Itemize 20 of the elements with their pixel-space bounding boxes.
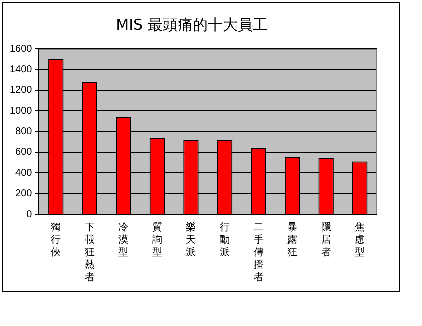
x-tick-label: 焦慮型 xyxy=(355,221,366,258)
y-tick-label: 1200 xyxy=(10,85,33,96)
x-tick-label: 樂天派 xyxy=(186,221,196,258)
chart-title: MIS 最頭痛的十大員工 xyxy=(116,16,268,34)
x-tick-label: 冷漠型 xyxy=(118,221,129,258)
x-tick-label: 行動派 xyxy=(220,222,230,258)
y-tick-label: 1400 xyxy=(10,64,33,76)
y-tick-label: 800 xyxy=(16,126,33,138)
x-tick-label: 質詢型 xyxy=(152,221,162,258)
x-tick-label: 暴露狂 xyxy=(288,222,298,258)
y-tick-label: 1000 xyxy=(10,106,33,117)
y-tick-label: 400 xyxy=(16,168,33,179)
y-tick-label: 1600 xyxy=(10,44,33,55)
x-tick-label: 獨行俠 xyxy=(51,222,62,258)
y-tick-label: 600 xyxy=(16,147,33,158)
x-tick-label: 隱居者 xyxy=(321,221,332,258)
y-tick-label: 200 xyxy=(16,188,33,200)
y-tick-label: 0 xyxy=(26,209,33,220)
x-tick-label: 二手傳播者 xyxy=(254,222,264,284)
x-tick-label: 下載狂熱者 xyxy=(84,222,95,284)
